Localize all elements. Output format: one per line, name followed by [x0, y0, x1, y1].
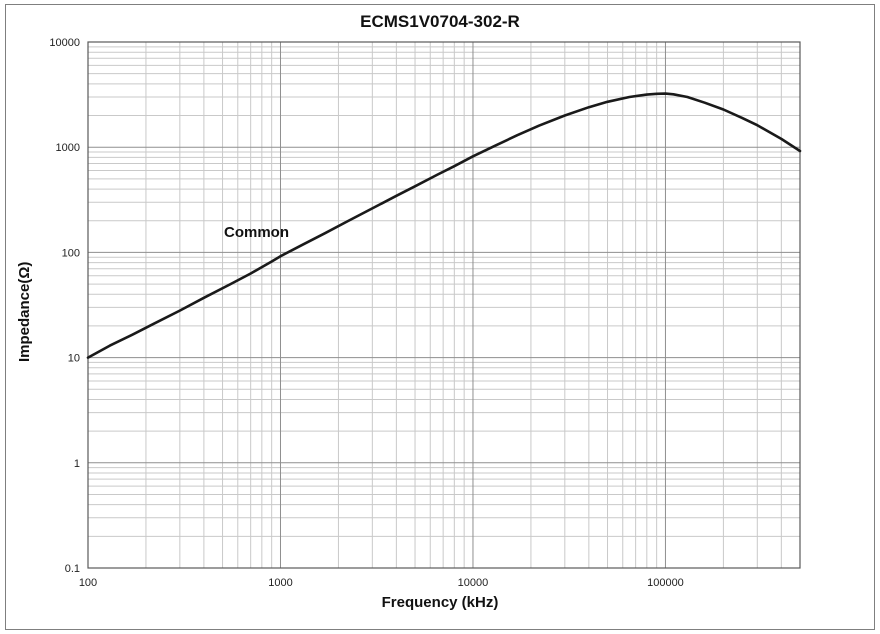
- x-tick-label: 100: [79, 577, 97, 589]
- chart-title: ECMS1V0704-302-R: [360, 12, 520, 31]
- y-tick-label: 0.1: [65, 563, 80, 575]
- y-axis-title: Impedance(Ω): [16, 261, 33, 362]
- x-tick-label: 100000: [647, 577, 684, 589]
- y-tick-label: 1: [74, 458, 80, 470]
- minor-gridlines: [88, 42, 800, 568]
- impedance-curve: [86, 92, 802, 359]
- y-tick-label: 1000: [56, 142, 80, 154]
- plot-border: [87, 41, 801, 569]
- major-gridlines: [88, 42, 800, 568]
- y-tick-label: 100: [62, 247, 80, 259]
- y-tick-label: 10: [68, 353, 80, 365]
- x-tick-label: 1000: [268, 577, 292, 589]
- x-tick-label: 10000: [458, 577, 489, 589]
- y-tick-label: 10000: [49, 37, 80, 49]
- series-label-common: Common: [224, 224, 289, 241]
- x-axis-title: Frequency (kHz): [381, 594, 499, 611]
